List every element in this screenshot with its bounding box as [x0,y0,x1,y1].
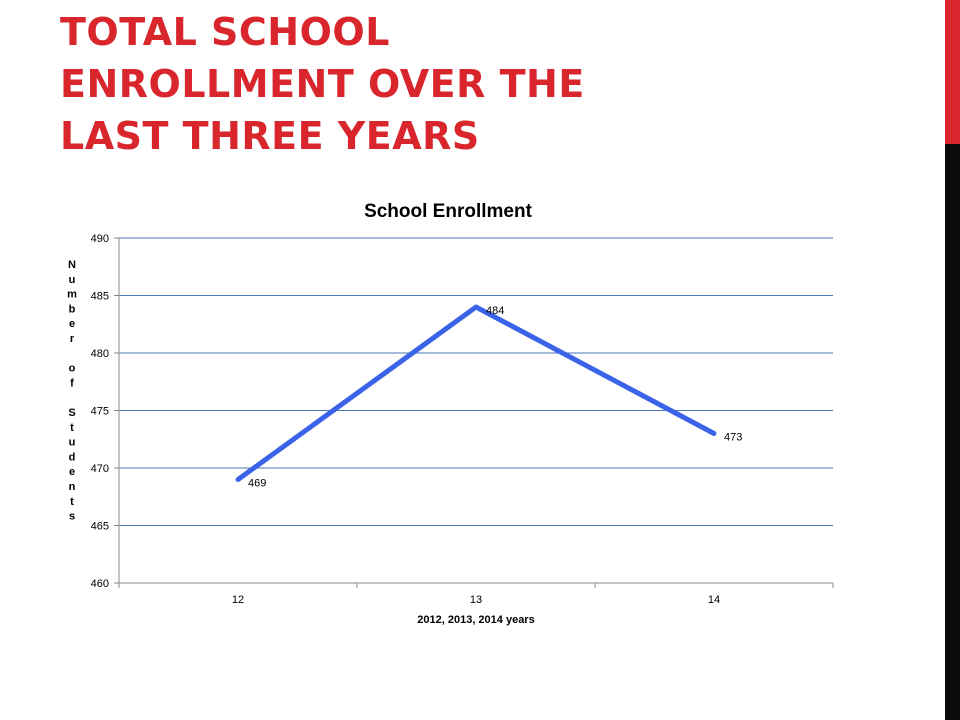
x-tick-labels: 12 13 14 [232,594,720,606]
x-tick-label: 13 [470,594,482,606]
y-axis-title-letter: o [69,363,76,375]
data-label: 484 [486,305,504,317]
y-axis-title-letter: d [69,451,76,463]
side-accent-bar-black [945,144,960,720]
y-axis-title-letter: m [67,289,77,301]
y-axis-title-letter: e [69,466,75,478]
y-tick-labels: 460 465 470 475 480 485 490 [91,233,109,590]
y-axis-title-letter: e [69,318,75,330]
y-axis-title-letter: s [69,511,75,523]
chart-title: School Enrollment [364,201,533,222]
slide-title: TOTAL SCHOOL ENROLLMENT OVER THE LAST TH… [60,6,880,162]
y-axis-title-letter: N [68,259,76,271]
y-tick-label: 475 [91,406,109,418]
gridlines [119,237,833,526]
y-axis-title-letter: n [69,481,76,493]
y-tick-label: 480 [91,348,109,360]
y-tick-label: 465 [91,521,109,533]
data-label: 473 [724,432,742,444]
y-tick-label: 490 [91,233,109,245]
x-tick-label: 12 [232,594,244,606]
side-accent-bar-red [945,0,960,144]
slide-title-line-3: LAST THREE YEARS [60,114,480,158]
data-labels: 469 484 473 [248,305,742,490]
x-axis-title: 2012, 2013, 2014 years [417,614,534,626]
y-axis-title-letter: u [69,274,76,286]
y-tick-label: 485 [91,291,109,303]
slide-title-line-2: ENROLLMENT OVER THE [60,62,585,106]
y-axis-title-letter: S [68,407,75,419]
y-axis-title-letter: t [70,496,74,508]
y-axis-title-letter: r [70,333,75,345]
y-axis-title-letter: t [70,422,74,434]
line-chart: School Enrollment 460465470475480485490 … [67,201,834,626]
y-tick-label: 460 [91,578,109,590]
data-label: 469 [248,478,266,490]
series-line [235,304,717,482]
y-axis-title-letter: u [69,437,76,449]
slide-title-line-1: TOTAL SCHOOL [60,10,390,54]
y-axis-title-letter: b [69,303,76,315]
y-tick-label: 470 [91,463,109,475]
y-axis-title-letter: f [70,377,74,389]
axes [114,237,834,588]
series [235,304,717,482]
x-tick-label: 14 [708,594,720,606]
